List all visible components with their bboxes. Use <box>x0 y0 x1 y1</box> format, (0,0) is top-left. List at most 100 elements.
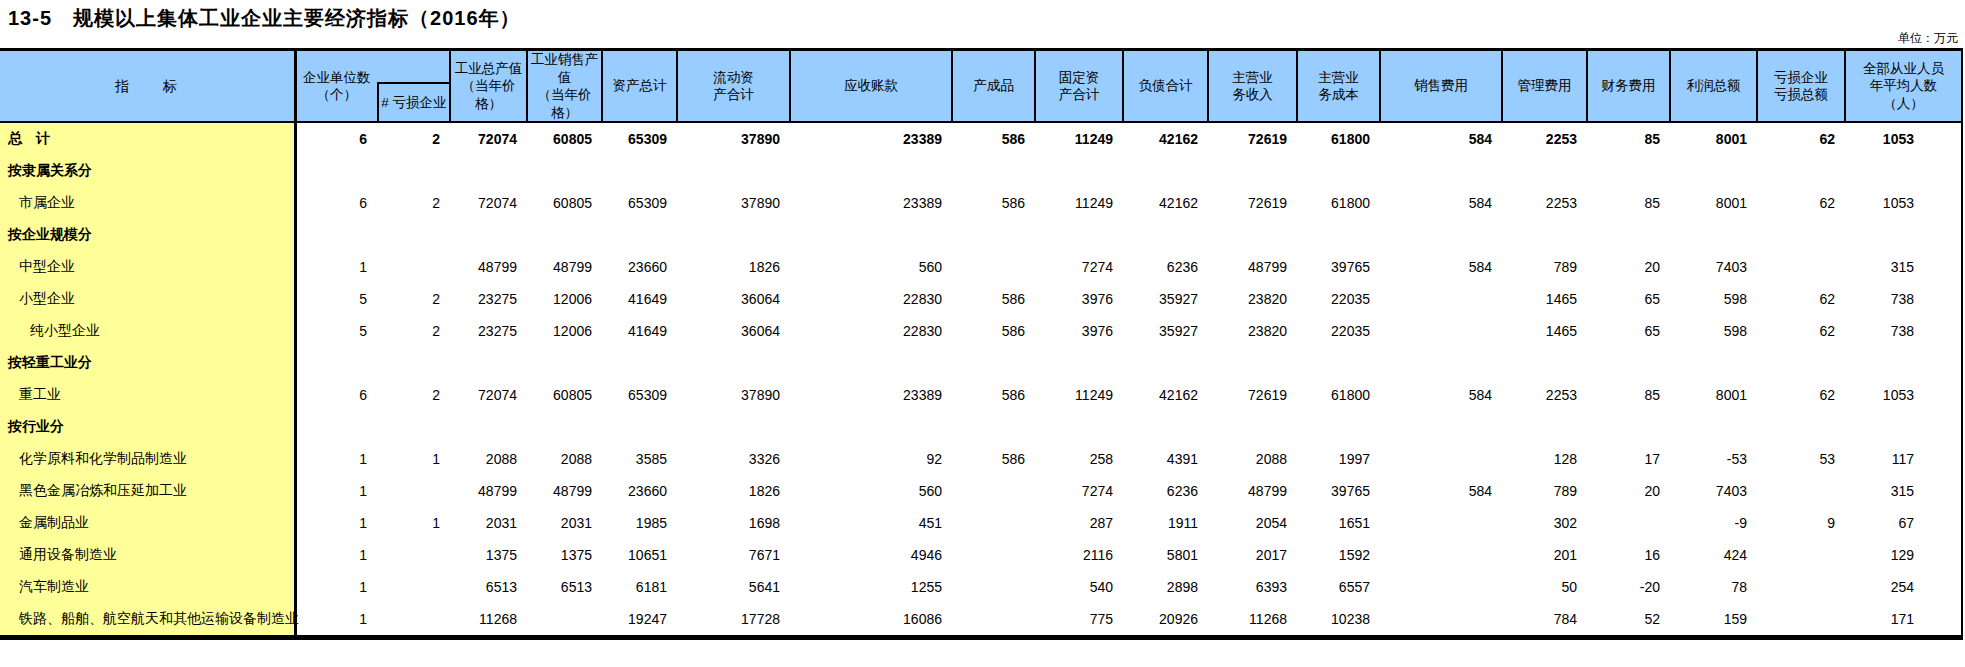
cell: 61800 <box>1297 379 1380 411</box>
cell: 1053 <box>1845 379 1962 411</box>
cell: 50 <box>1502 571 1587 603</box>
cell <box>1123 155 1208 187</box>
cell: 23820 <box>1208 315 1297 347</box>
cell <box>1123 219 1208 251</box>
row-label: 黑色金属冶炼和压延加工业 <box>0 475 295 507</box>
cell: 41649 <box>602 283 677 315</box>
cell <box>677 219 790 251</box>
cell: 2 <box>377 187 450 219</box>
cell <box>790 219 952 251</box>
cell: 6236 <box>1123 251 1208 283</box>
cell: 11249 <box>1035 122 1123 155</box>
cell <box>1380 347 1502 379</box>
cell: 36064 <box>677 315 790 347</box>
table-row: 按隶属关系分 <box>0 155 1962 187</box>
cell: 11268 <box>450 603 527 638</box>
cell <box>1297 219 1380 251</box>
cell <box>1845 411 1962 443</box>
table-row: 通用设备制造业113751375106517671494621165801201… <box>0 539 1962 571</box>
cell: 16 <box>1587 539 1670 571</box>
cell: 287 <box>1035 507 1123 539</box>
column-header-total-assets: 资产总计 <box>602 50 677 123</box>
cell: 19247 <box>602 603 677 638</box>
cell: 254 <box>1845 571 1962 603</box>
cell <box>1208 347 1297 379</box>
cell: 17 <box>1587 443 1670 475</box>
statistics-table: 指 标企业单位数 （个）# 亏损企业工业总产值 （当年价格）工业销售产值 （当年… <box>0 48 1963 640</box>
cell: 6557 <box>1297 571 1380 603</box>
cell <box>1670 219 1757 251</box>
sub-column-box-loss-enterprises: # 亏损企业 <box>377 82 449 121</box>
cell: 72074 <box>450 122 527 155</box>
row-label: 按轻重工业分 <box>0 347 295 379</box>
cell: 315 <box>1845 475 1962 507</box>
cell <box>1670 155 1757 187</box>
cell: 117 <box>1845 443 1962 475</box>
cell: 1651 <box>1297 507 1380 539</box>
cell: 586 <box>952 283 1035 315</box>
cell <box>952 155 1035 187</box>
cell <box>1208 155 1297 187</box>
cell <box>1380 507 1502 539</box>
cell: 2 <box>377 379 450 411</box>
cell: 20 <box>1587 251 1670 283</box>
cell: 23275 <box>450 315 527 347</box>
cell: 2 <box>377 315 450 347</box>
cell <box>1123 347 1208 379</box>
cell: 23660 <box>602 251 677 283</box>
row-label: 通用设备制造业 <box>0 539 295 571</box>
cell <box>1587 507 1670 539</box>
cell <box>295 411 377 443</box>
cell <box>295 219 377 251</box>
cell: 2253 <box>1502 122 1587 155</box>
cell: 48799 <box>527 251 602 283</box>
cell: 738 <box>1845 315 1962 347</box>
cell: 1255 <box>790 571 952 603</box>
cell: 62 <box>1757 187 1845 219</box>
cell: 2253 <box>1502 379 1587 411</box>
table-row: 中型企业148799487992366018265607274623648799… <box>0 251 1962 283</box>
cell: 2088 <box>527 443 602 475</box>
cell: 48799 <box>450 475 527 507</box>
cell: 171 <box>1845 603 1962 638</box>
row-label: 小型企业 <box>0 283 295 315</box>
cell <box>1757 155 1845 187</box>
column-header-gross-output: 工业总产值 （当年价格） <box>450 50 527 123</box>
cell <box>1380 539 1502 571</box>
cell: 22830 <box>790 283 952 315</box>
cell <box>1380 315 1502 347</box>
cell: 48799 <box>527 475 602 507</box>
cell: 85 <box>1587 379 1670 411</box>
column-header-total-liabilities: 负债合计 <box>1123 50 1208 123</box>
cell: 12006 <box>527 315 602 347</box>
cell <box>1587 155 1670 187</box>
cell: 65309 <box>602 187 677 219</box>
cell: 8001 <box>1670 379 1757 411</box>
cell: 784 <box>1502 603 1587 638</box>
cell: 7671 <box>677 539 790 571</box>
cell <box>1035 347 1123 379</box>
cell: 92 <box>790 443 952 475</box>
cell: 6236 <box>1123 475 1208 507</box>
cell <box>790 411 952 443</box>
cell <box>602 411 677 443</box>
row-label: 金属制品业 <box>0 507 295 539</box>
column-header-loss-amount: 亏损企业 亏损总额 <box>1757 50 1845 123</box>
cell <box>1757 539 1845 571</box>
cell: 775 <box>1035 603 1123 638</box>
cell: 42162 <box>1123 379 1208 411</box>
cell <box>1380 283 1502 315</box>
cell <box>450 219 527 251</box>
header-row: 指 标企业单位数 （个）# 亏损企业工业总产值 （当年价格）工业销售产值 （当年… <box>0 50 1962 123</box>
cell: 302 <box>1502 507 1587 539</box>
cell <box>952 475 1035 507</box>
cell <box>1380 219 1502 251</box>
cell <box>677 155 790 187</box>
cell <box>1035 155 1123 187</box>
cell: 39765 <box>1297 475 1380 507</box>
cell <box>1123 411 1208 443</box>
cell: 2088 <box>1208 443 1297 475</box>
cell: 23275 <box>450 283 527 315</box>
cell: 10238 <box>1297 603 1380 638</box>
cell: 85 <box>1587 122 1670 155</box>
